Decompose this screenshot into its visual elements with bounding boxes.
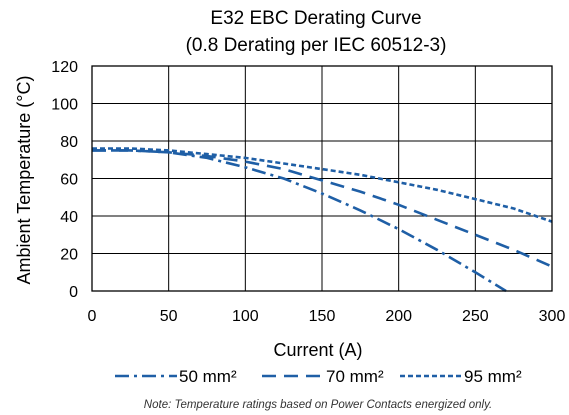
y-axis-label: Ambient Temperature (°C) [14,76,34,285]
legend-label-2: 70 mm² [326,367,384,386]
x-tick-label: 250 [462,308,489,325]
chart-title: E32 EBC Derating Curve [210,8,421,29]
chart-subtitle: (0.8 Derating per IEC 60512-3) [186,35,447,56]
footnote: Note: Temperature ratings based on Power… [144,399,492,411]
x-tick-label: 50 [160,308,178,325]
y-tick-label: 80 [60,134,78,151]
y-tick-labels: 0 20 40 60 80 100 120 [51,59,78,301]
plot-frame [91,65,553,292]
y-tick-label: 0 [69,284,78,301]
y-tick-label: 20 [60,247,78,264]
x-axis-label: Current (A) [273,340,362,360]
legend-label-3: 95 mm² [464,367,522,386]
series-line-3 [92,147,553,223]
y-tick-label: 120 [51,59,78,76]
series-lines [92,147,553,293]
x-tick-label: 0 [88,308,97,325]
legend-label-1: 50 mm² [179,367,237,386]
x-tick-label: 100 [232,308,259,325]
grid-lines [91,65,553,292]
x-tick-label: 200 [385,308,412,325]
x-tick-labels: 0 50 100 150 200 250 300 [88,308,566,325]
y-tick-label: 100 [51,97,78,114]
series-line-1 [92,149,507,293]
y-tick-label: 40 [60,209,78,226]
legend: 50 mm² 70 mm² 95 mm² [115,367,522,386]
series-line-2 [92,149,553,268]
x-tick-label: 150 [309,308,336,325]
x-tick-label: 300 [539,308,566,325]
y-tick-label: 60 [60,172,78,189]
